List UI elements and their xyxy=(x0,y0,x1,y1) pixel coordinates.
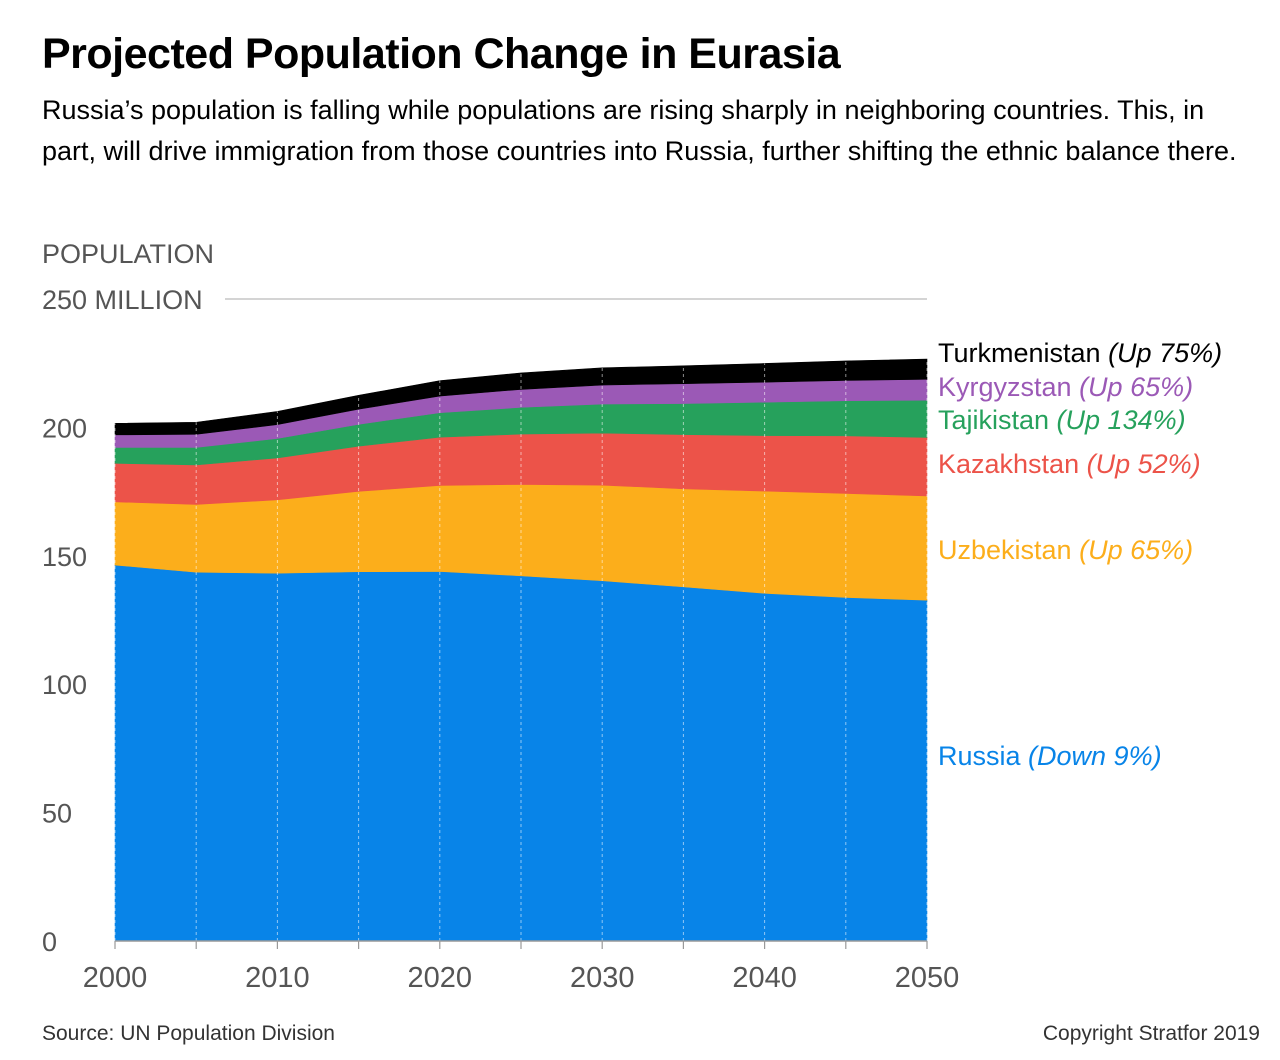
series-name-uzbekistan: Uzbekistan xyxy=(938,535,1079,565)
y-tick-label-100: 100 xyxy=(42,670,87,700)
copyright-note: Copyright Stratfor 2019 xyxy=(1042,1022,1260,1045)
y-tick-label-150: 150 xyxy=(42,542,87,572)
series-label-kazakhstan: Kazakhstan (Up 52%) xyxy=(938,449,1201,479)
x-tick-label-2010: 2010 xyxy=(245,962,310,994)
series-name-kyrgyzstan: Kyrgyzstan xyxy=(938,372,1079,402)
series-change-tajikistan: (Up 134%) xyxy=(1057,405,1186,435)
series-name-kazakhstan: Kazakhstan xyxy=(938,449,1087,479)
y-tick-label-200: 200 xyxy=(42,413,87,443)
series-change-kyrgyzstan: (Up 65%) xyxy=(1079,372,1193,402)
series-label-tajikistan: Tajikistan (Up 134%) xyxy=(938,405,1186,435)
series-name-turkmenistan: Turkmenistan xyxy=(938,338,1108,368)
x-tick-label-2030: 2030 xyxy=(570,962,635,994)
source-note: Source: UN Population Division xyxy=(42,1022,335,1045)
series-change-turkmenistan: (Up 75%) xyxy=(1108,338,1222,368)
y-tick-label-0: 0 xyxy=(42,927,57,957)
vertical-gridlines xyxy=(114,359,928,941)
series-labels: Russia (Down 9%) Uzbekistan (Up 65%) Kazak… xyxy=(938,338,1222,771)
chart-subtitle: Russia’s population is falling while pop… xyxy=(42,95,1237,166)
chart-title: Projected Population Change in Eurasia xyxy=(42,30,841,78)
series-change-kazakhstan: (Up 52%) xyxy=(1087,449,1201,479)
series-label-turkmenistan: Turkmenistan (Up 75%) xyxy=(938,338,1222,368)
x-tick-label-2000: 2000 xyxy=(83,962,148,994)
series-name-tajikistan: Tajikistan xyxy=(938,405,1057,435)
y-axis-title: POPULATION xyxy=(42,239,214,269)
series-name-russia: Russia xyxy=(938,741,1028,771)
series-label-uzbekistan: Uzbekistan (Up 65%) xyxy=(938,535,1193,565)
y-tick-label-50: 50 xyxy=(42,799,72,829)
series-label-russia: Russia (Down 9%) xyxy=(938,741,1162,771)
x-tick-label-2050: 2050 xyxy=(895,962,960,994)
x-tick-label-2020: 2020 xyxy=(408,962,473,994)
series-label-kyrgyzstan: Kyrgyzstan (Up 65%) xyxy=(938,372,1193,402)
y-tick-label-250: 250 MILLION xyxy=(42,285,203,315)
series-change-uzbekistan: (Up 65%) xyxy=(1079,535,1193,565)
x-tick-label-2040: 2040 xyxy=(732,962,797,994)
series-change-russia: (Down 9%) xyxy=(1028,741,1162,771)
axes: POPULATION 0 50 100 150 200 250 MILLION 2000 201… xyxy=(42,239,959,994)
area-turkmenistan xyxy=(114,358,928,436)
